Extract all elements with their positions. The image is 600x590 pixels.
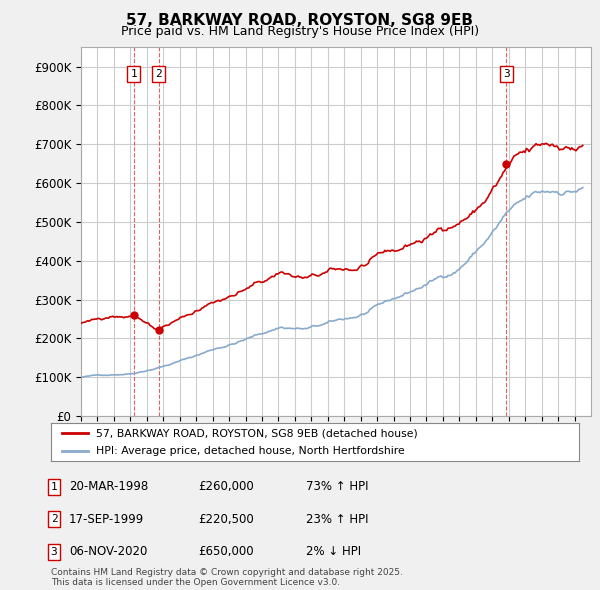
Text: £650,000: £650,000 (198, 545, 254, 558)
Text: 17-SEP-1999: 17-SEP-1999 (69, 513, 144, 526)
Text: HPI: Average price, detached house, North Hertfordshire: HPI: Average price, detached house, Nort… (96, 446, 404, 456)
Text: Price paid vs. HM Land Registry's House Price Index (HPI): Price paid vs. HM Land Registry's House … (121, 25, 479, 38)
Text: 2% ↓ HPI: 2% ↓ HPI (306, 545, 361, 558)
Text: 1: 1 (131, 70, 137, 80)
Text: £260,000: £260,000 (198, 480, 254, 493)
Text: 73% ↑ HPI: 73% ↑ HPI (306, 480, 368, 493)
Text: Contains HM Land Registry data © Crown copyright and database right 2025.
This d: Contains HM Land Registry data © Crown c… (51, 568, 403, 587)
Text: 20-MAR-1998: 20-MAR-1998 (69, 480, 148, 493)
Text: 3: 3 (503, 70, 509, 80)
Text: 57, BARKWAY ROAD, ROYSTON, SG8 9EB: 57, BARKWAY ROAD, ROYSTON, SG8 9EB (127, 13, 473, 28)
Text: 3: 3 (50, 547, 58, 556)
Text: 06-NOV-2020: 06-NOV-2020 (69, 545, 148, 558)
Text: 2: 2 (155, 70, 162, 80)
Text: 2: 2 (50, 514, 58, 524)
Text: 57, BARKWAY ROAD, ROYSTON, SG8 9EB (detached house): 57, BARKWAY ROAD, ROYSTON, SG8 9EB (deta… (96, 428, 418, 438)
Text: £220,500: £220,500 (198, 513, 254, 526)
Text: 1: 1 (50, 482, 58, 491)
Text: 23% ↑ HPI: 23% ↑ HPI (306, 513, 368, 526)
